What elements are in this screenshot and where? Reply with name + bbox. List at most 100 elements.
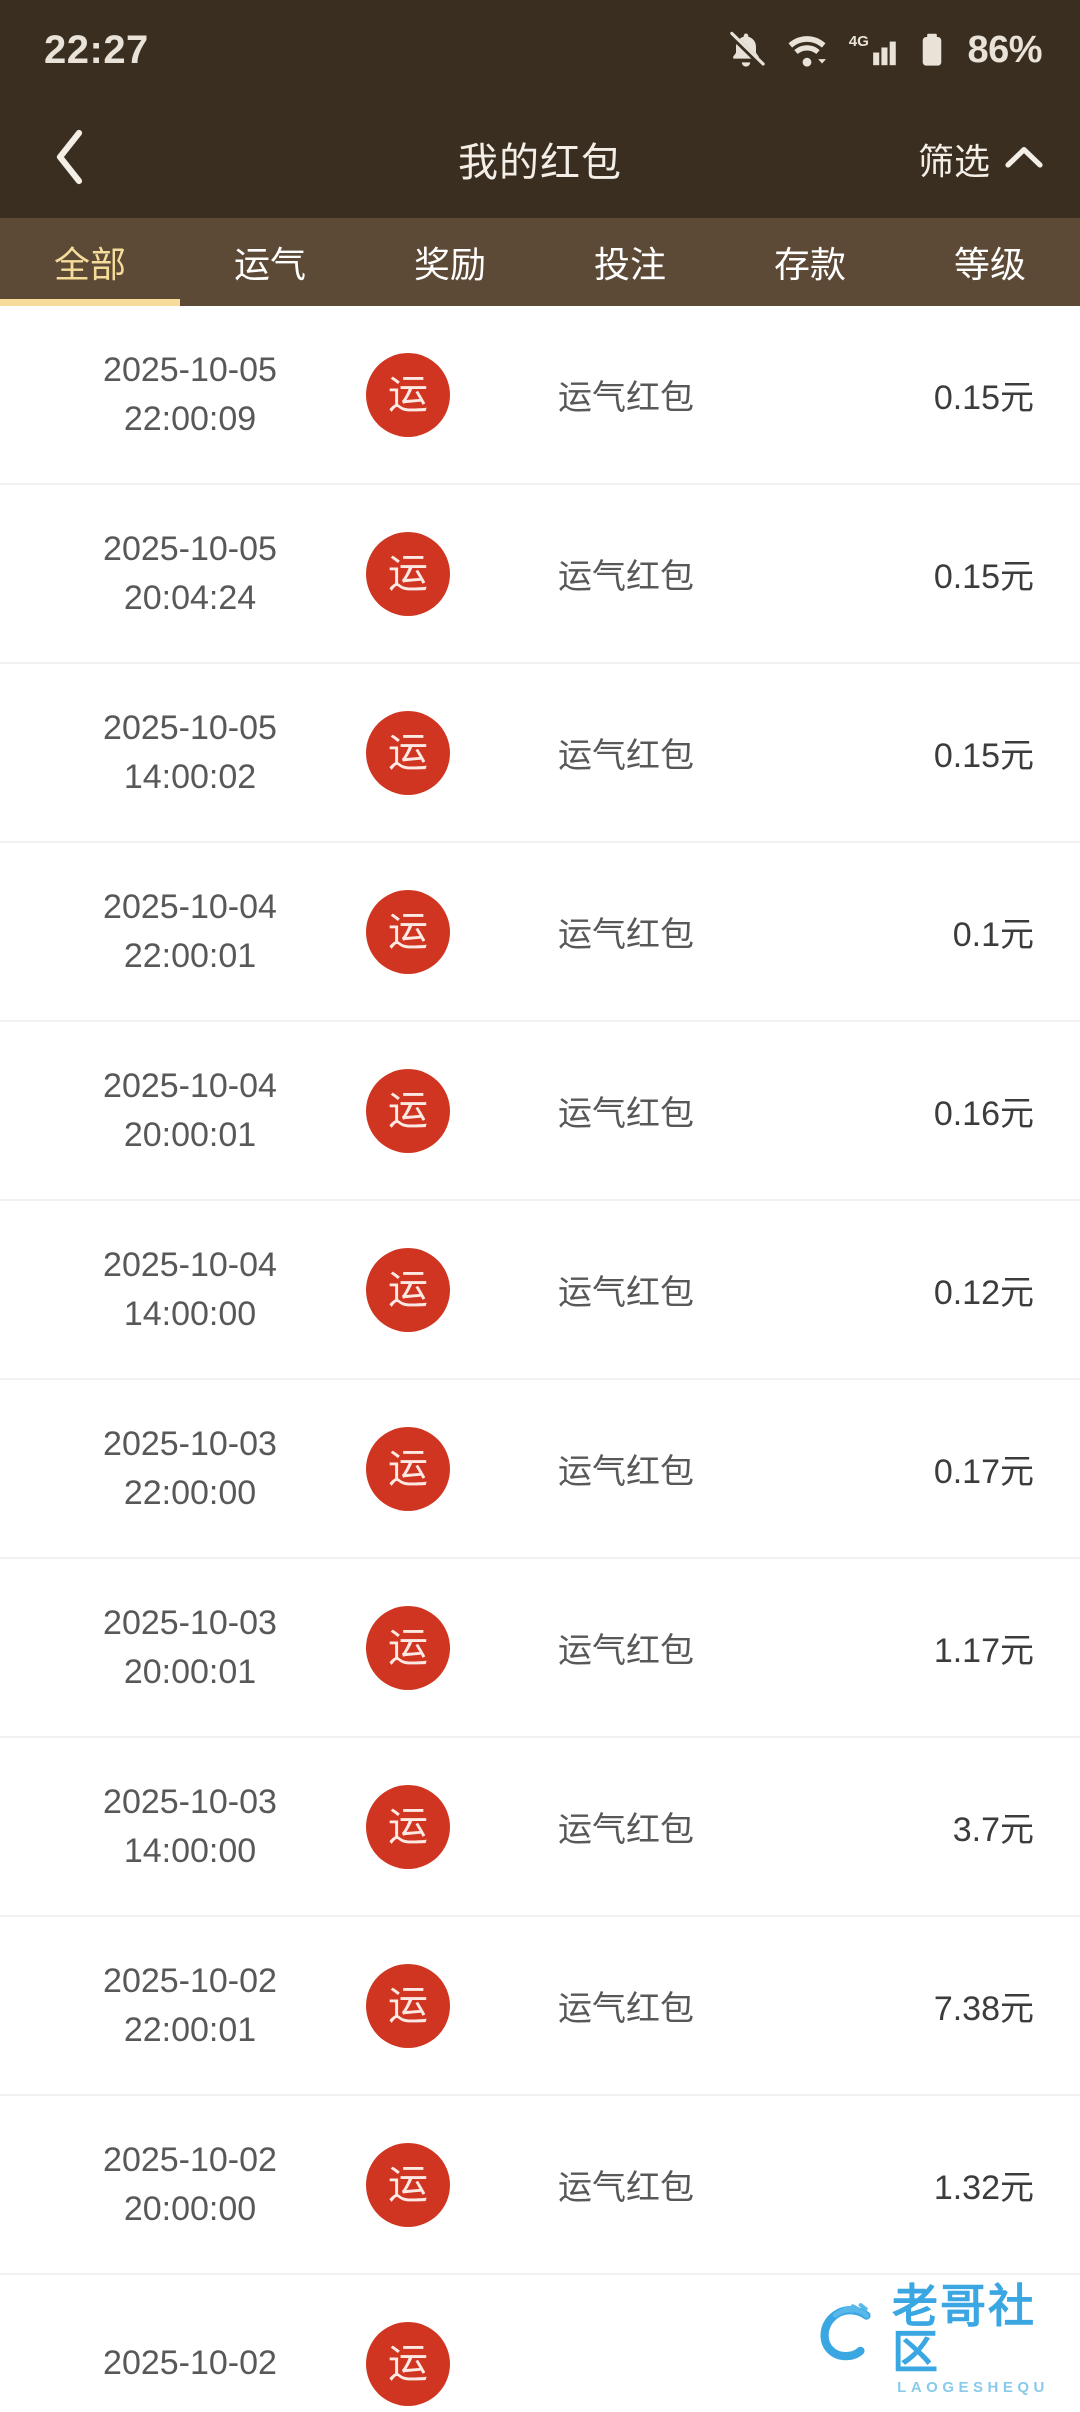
tab-reward[interactable]: 奖励 bbox=[360, 218, 540, 306]
tab-luck[interactable]: 运气 bbox=[180, 218, 360, 306]
row-datetime: 2025-10-04 20:00:01 bbox=[0, 1062, 360, 1159]
row-date: 2025-10-03 bbox=[103, 1783, 277, 1822]
row-date: 2025-10-03 bbox=[103, 1425, 277, 1464]
tab-deposit[interactable]: 存款 bbox=[720, 218, 900, 306]
active-tab-indicator bbox=[0, 299, 180, 306]
tab-all[interactable]: 全部 bbox=[0, 218, 180, 306]
row-type: 运气红包 bbox=[558, 379, 694, 417]
row-type: 运气红包 bbox=[558, 1274, 694, 1312]
back-button[interactable] bbox=[24, 100, 116, 218]
table-row[interactable]: 2025-10-02 22:00:01 运 运气红包 7.38元 bbox=[0, 1917, 1080, 2096]
row-type: 运气红包 bbox=[558, 558, 694, 596]
table-row[interactable]: 2025-10-04 14:00:00 运 运气红包 0.12元 bbox=[0, 1201, 1080, 1380]
tab-bet[interactable]: 投注 bbox=[540, 218, 720, 306]
table-row[interactable]: 2025-10-02 20:00:00 运 运气红包 1.32元 bbox=[0, 2096, 1080, 2275]
table-row[interactable]: 2025-10-03 20:00:01 运 运气红包 1.17元 bbox=[0, 1559, 1080, 1738]
badge-label: 运 bbox=[388, 372, 428, 417]
chevron-up-icon bbox=[1004, 144, 1044, 175]
battery-percent-label: 86% bbox=[967, 28, 1042, 71]
table-row[interactable]: 2025-10-03 14:00:00 运 运气红包 3.7元 bbox=[0, 1738, 1080, 1917]
row-date: 2025-10-04 bbox=[103, 1067, 277, 1106]
table-row[interactable]: 2025-10-05 14:00:02 运 运气红包 0.15元 bbox=[0, 664, 1080, 843]
filter-label: 筛选 bbox=[917, 141, 990, 182]
battery-icon bbox=[919, 29, 945, 71]
wifi-icon bbox=[785, 29, 829, 71]
row-amount: 3.7元 bbox=[952, 1811, 1034, 1849]
table-row[interactable]: 2025-10-03 22:00:00 运 运气红包 0.17元 bbox=[0, 1380, 1080, 1559]
badge-label: 运 bbox=[388, 551, 428, 596]
signal-4g-icon: 4G bbox=[847, 29, 901, 71]
badge-label: 运 bbox=[388, 1267, 428, 1312]
luck-badge-icon: 运 bbox=[366, 1426, 450, 1511]
row-time: 20:00:00 bbox=[123, 2189, 257, 2228]
row-datetime: 2025-10-02 bbox=[0, 2339, 360, 2387]
row-type: 运气红包 bbox=[558, 1453, 694, 1491]
row-date: 2025-10-05 bbox=[103, 351, 277, 390]
row-time: 22:00:00 bbox=[123, 1473, 257, 1512]
row-date: 2025-10-02 bbox=[103, 2344, 277, 2383]
tab-label: 全部 bbox=[53, 244, 126, 285]
badge-label: 运 bbox=[388, 909, 428, 954]
row-amount: 0.15元 bbox=[933, 379, 1034, 417]
luck-badge-icon: 运 bbox=[366, 1068, 450, 1153]
row-date: 2025-10-05 bbox=[103, 530, 277, 569]
tab-label: 存款 bbox=[773, 244, 846, 285]
row-amount: 0.16元 bbox=[933, 1095, 1034, 1133]
luck-badge-icon: 运 bbox=[366, 1247, 450, 1332]
row-time: 22:00:09 bbox=[123, 399, 257, 438]
page-title: 我的红包 bbox=[458, 141, 622, 185]
nav-bar: 我的红包 筛选 bbox=[0, 100, 1080, 218]
luck-badge-icon: 运 bbox=[366, 2142, 450, 2227]
row-amount: 0.15元 bbox=[933, 737, 1034, 775]
badge-label: 运 bbox=[388, 1804, 428, 1849]
row-datetime: 2025-10-02 20:00:00 bbox=[0, 2136, 360, 2233]
row-datetime: 2025-10-05 14:00:02 bbox=[0, 704, 360, 801]
row-date: 2025-10-02 bbox=[103, 1962, 277, 2001]
row-amount: 1.32元 bbox=[933, 2169, 1034, 2207]
row-amount: 7.38元 bbox=[933, 1990, 1034, 2028]
tab-label: 等级 bbox=[953, 244, 1026, 285]
row-type: 运气红包 bbox=[558, 916, 694, 954]
table-row[interactable]: 2025-10-05 20:04:24 运 运气红包 0.15元 bbox=[0, 485, 1080, 664]
badge-label: 运 bbox=[388, 1446, 428, 1491]
status-icon-group: 4G 86% bbox=[725, 29, 1042, 72]
luck-badge-icon: 运 bbox=[366, 1784, 450, 1869]
tab-bar: 全部 运气 奖励 投注 存款 等级 bbox=[0, 218, 1080, 306]
row-amount: 1.17元 bbox=[933, 1632, 1034, 1670]
table-row[interactable]: 2025-10-05 22:00:09 运 运气红包 0.15元 bbox=[0, 306, 1080, 485]
luck-badge-icon: 运 bbox=[366, 531, 450, 616]
row-time: 22:00:01 bbox=[123, 936, 257, 975]
row-type: 运气红包 bbox=[558, 1811, 694, 1849]
row-time: 14:00:00 bbox=[123, 1294, 257, 1333]
row-datetime: 2025-10-04 14:00:00 bbox=[0, 1241, 360, 1338]
badge-label: 运 bbox=[388, 2341, 428, 2386]
row-datetime: 2025-10-03 22:00:00 bbox=[0, 1420, 360, 1517]
table-row[interactable]: 2025-10-02 运 bbox=[0, 2275, 1080, 2412]
row-datetime: 2025-10-05 22:00:09 bbox=[0, 346, 360, 443]
luck-badge-icon: 运 bbox=[366, 1963, 450, 2048]
luck-badge-icon: 运 bbox=[366, 889, 450, 974]
chevron-left-icon bbox=[52, 127, 88, 192]
app-header: 22:27 bbox=[0, 0, 1080, 306]
luck-badge-icon: 运 bbox=[366, 710, 450, 795]
row-time: 14:00:00 bbox=[123, 1831, 257, 1870]
row-type: 运气红包 bbox=[558, 2169, 694, 2207]
luck-badge-icon: 运 bbox=[366, 2321, 450, 2406]
row-time: 20:00:01 bbox=[123, 1652, 257, 1691]
row-date: 2025-10-04 bbox=[103, 888, 277, 927]
table-row[interactable]: 2025-10-04 20:00:01 运 运气红包 0.16元 bbox=[0, 1022, 1080, 1201]
row-datetime: 2025-10-02 22:00:01 bbox=[0, 1957, 360, 2054]
badge-label: 运 bbox=[388, 1625, 428, 1670]
tab-level[interactable]: 等级 bbox=[900, 218, 1080, 306]
row-type: 运气红包 bbox=[558, 1632, 694, 1670]
row-type: 运气红包 bbox=[558, 737, 694, 775]
table-row[interactable]: 2025-10-04 22:00:01 运 运气红包 0.1元 bbox=[0, 843, 1080, 1022]
row-time: 20:04:24 bbox=[123, 578, 257, 617]
row-time: 22:00:01 bbox=[123, 2010, 257, 2049]
tab-label: 运气 bbox=[233, 244, 306, 285]
row-date: 2025-10-03 bbox=[103, 1604, 277, 1643]
filter-button[interactable]: 筛选 bbox=[904, 100, 1058, 218]
status-clock: 22:27 bbox=[44, 27, 149, 72]
row-amount: 0.12元 bbox=[933, 1274, 1034, 1312]
row-amount: 0.1元 bbox=[952, 916, 1034, 954]
